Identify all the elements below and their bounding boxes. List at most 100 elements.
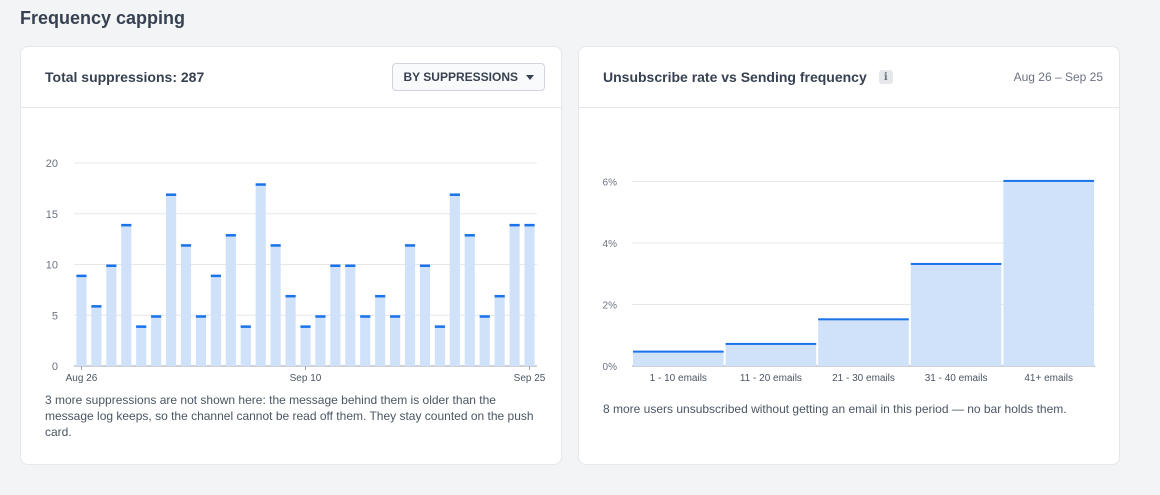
bar bbox=[195, 315, 207, 366]
bar bbox=[136, 325, 147, 366]
bar bbox=[390, 315, 401, 366]
bar bbox=[509, 223, 520, 366]
bar-cap bbox=[910, 262, 1002, 265]
x-category-label: 21 - 30 emails bbox=[832, 373, 895, 384]
bar bbox=[225, 234, 236, 366]
bar-cap bbox=[180, 244, 192, 247]
bar bbox=[91, 305, 102, 366]
y-tick-label: 0 bbox=[52, 361, 58, 373]
date-range: Aug 26 – Sep 25 bbox=[1013, 70, 1103, 84]
x-category-label: 41+ emails bbox=[1024, 373, 1073, 384]
bar bbox=[180, 244, 192, 366]
bar-cap bbox=[195, 315, 207, 318]
bar-cap bbox=[1003, 179, 1094, 182]
bar-cap bbox=[136, 325, 147, 328]
y-tick-label: 20 bbox=[46, 158, 58, 170]
unsubscribe-card: Unsubscribe rate vs Sending frequency i … bbox=[578, 46, 1120, 465]
page-title: Frequency capping bbox=[20, 8, 186, 28]
x-tick-label: Sep 10 bbox=[290, 373, 322, 384]
y-tick-label: 15 bbox=[46, 209, 58, 221]
bar bbox=[725, 342, 817, 366]
bar-cap bbox=[315, 315, 326, 318]
bar bbox=[151, 315, 162, 366]
bar-cap bbox=[464, 234, 475, 237]
bar-cap bbox=[449, 193, 460, 196]
bar bbox=[270, 244, 281, 366]
bar-cap bbox=[300, 325, 311, 328]
bar-cap bbox=[725, 342, 817, 345]
suppressions-card: Total suppressions: 287 BY SUPPRESSIONS … bbox=[20, 46, 562, 465]
x-category-label: 1 - 10 emails bbox=[650, 373, 707, 384]
y-tick-label: 0% bbox=[603, 362, 618, 373]
dropdown-label: BY SUPPRESSIONS bbox=[403, 70, 518, 84]
unsubscribe-card-header: Unsubscribe rate vs Sending frequency i … bbox=[579, 47, 1119, 108]
bar bbox=[1003, 179, 1094, 366]
bar bbox=[434, 325, 445, 366]
bar-cap bbox=[360, 315, 371, 318]
bar bbox=[240, 325, 251, 366]
y-tick-label: 10 bbox=[46, 260, 58, 272]
x-category-label: 11 - 20 emails bbox=[740, 373, 802, 384]
bar-cap bbox=[633, 350, 724, 353]
bar bbox=[166, 193, 177, 366]
bar bbox=[210, 274, 221, 366]
bar-cap bbox=[375, 294, 386, 298]
caret-down-icon bbox=[526, 74, 534, 80]
bar bbox=[818, 318, 909, 366]
bar-cap bbox=[419, 264, 431, 267]
bar-cap bbox=[509, 223, 520, 227]
bar bbox=[285, 294, 296, 366]
bar bbox=[633, 350, 724, 366]
bar-cap bbox=[479, 315, 490, 318]
bar bbox=[345, 264, 356, 366]
y-tick-label: 4% bbox=[603, 239, 618, 250]
bar-cap bbox=[270, 244, 281, 247]
y-tick-label: 2% bbox=[603, 300, 618, 311]
unsubscribe-card-title: Unsubscribe rate vs Sending frequency bbox=[603, 69, 867, 85]
bar bbox=[404, 244, 416, 366]
bar-cap bbox=[210, 274, 221, 278]
bar bbox=[255, 183, 266, 366]
bar-cap bbox=[818, 318, 909, 321]
bar bbox=[419, 264, 431, 366]
by-suppressions-dropdown[interactable]: BY SUPPRESSIONS bbox=[391, 63, 545, 91]
x-tick-label: Aug 26 bbox=[66, 373, 98, 384]
suppressions-card-title: Total suppressions: 287 bbox=[45, 69, 205, 85]
bar bbox=[360, 315, 371, 366]
bar-cap bbox=[121, 223, 132, 227]
unsubscribe-card-title-wrap: Unsubscribe rate vs Sending frequency i bbox=[603, 69, 893, 85]
bar bbox=[300, 325, 311, 366]
bar bbox=[375, 294, 386, 366]
suppressions-note: 3 more suppressions are not shown here: … bbox=[45, 393, 534, 439]
bar bbox=[330, 264, 341, 366]
unsubscribe-rate-chart: 0% 2% 4% 6% 1 - 10 emails 11 - 20 emails 21 - … bbox=[603, 177, 1095, 384]
unsubscribe-note: 8 more users unsubscribed without gettin… bbox=[603, 402, 1067, 416]
bar-cap bbox=[285, 294, 296, 298]
bar-cap bbox=[494, 294, 505, 298]
bar bbox=[76, 274, 87, 366]
bar-cap bbox=[225, 234, 236, 237]
bar bbox=[910, 262, 1002, 366]
bar bbox=[106, 264, 117, 366]
bar-cap bbox=[76, 274, 87, 278]
bar-cap bbox=[106, 264, 117, 267]
bar-cap bbox=[240, 325, 251, 328]
bar-cap bbox=[390, 315, 401, 318]
bar-cap bbox=[345, 264, 356, 267]
bar bbox=[479, 315, 490, 366]
x-tick-label: Sep 25 bbox=[514, 373, 546, 384]
bar-cap bbox=[255, 183, 266, 186]
bar bbox=[449, 193, 460, 366]
suppressions-chart: 0 5 10 15 20 Aug 26 Sep 10 Sep 25 bbox=[46, 158, 546, 384]
bar-cap bbox=[151, 315, 162, 318]
bar bbox=[524, 223, 535, 366]
y-tick-label: 5 bbox=[52, 310, 58, 322]
bar-cap bbox=[330, 264, 341, 267]
y-tick-label: 6% bbox=[603, 177, 618, 188]
bar bbox=[121, 223, 132, 366]
bar-cap bbox=[524, 223, 535, 227]
bar bbox=[494, 294, 505, 366]
info-icon[interactable]: i bbox=[878, 70, 893, 84]
x-category-label: 31 - 40 emails bbox=[925, 373, 988, 384]
bar-cap bbox=[434, 325, 445, 328]
